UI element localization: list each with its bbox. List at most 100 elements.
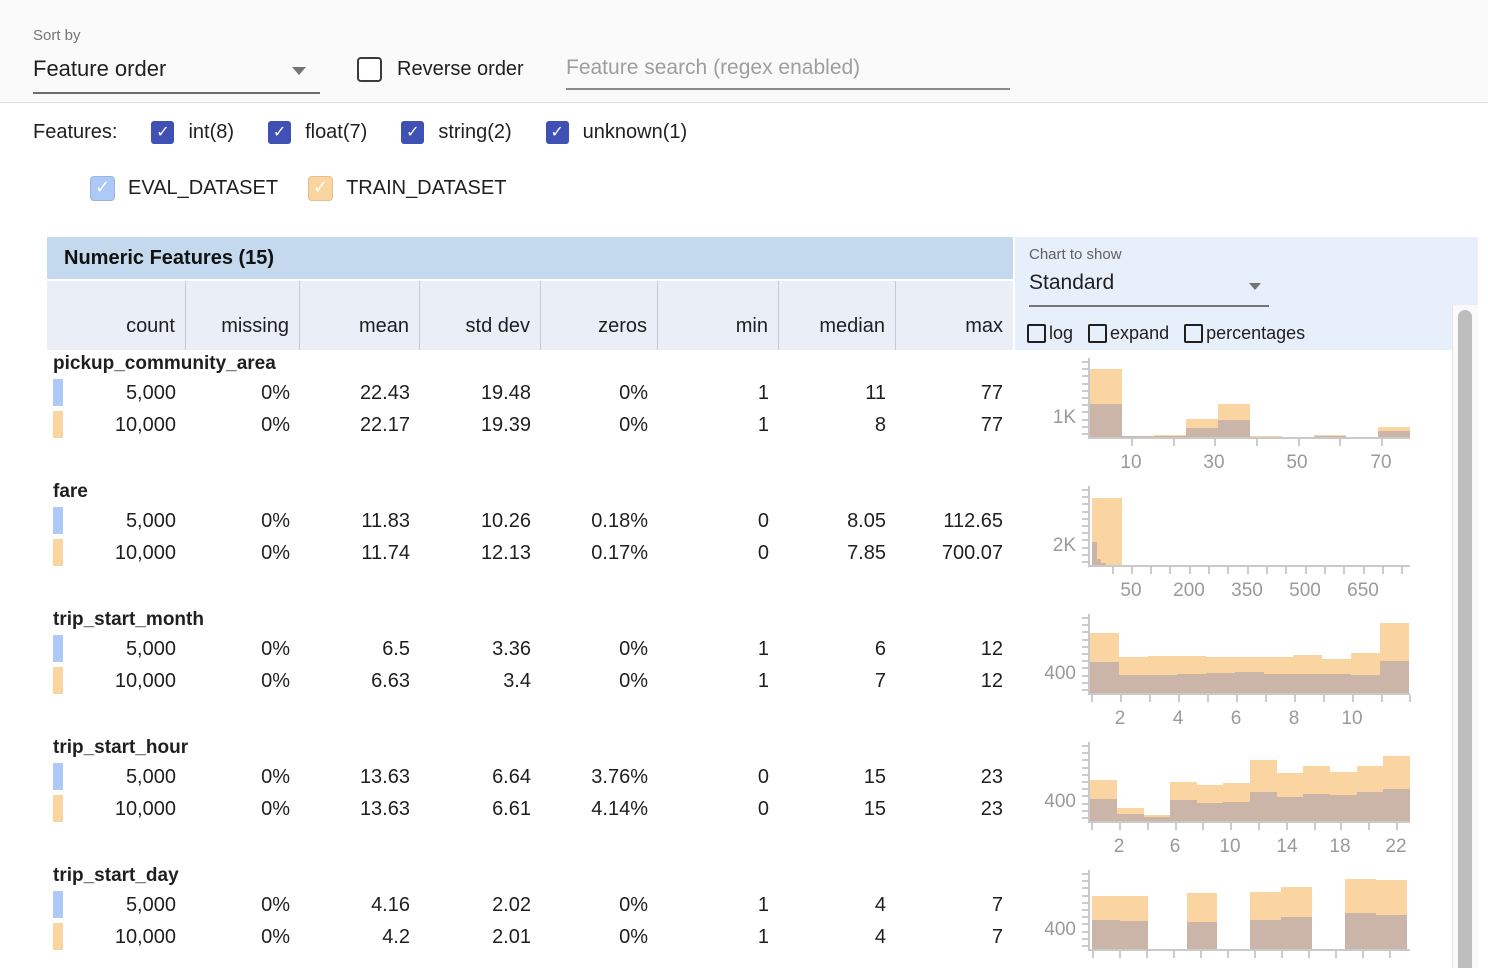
y-axis-tick [1082, 510, 1088, 513]
y-axis-tick [1082, 887, 1088, 890]
x-axis-tick [1207, 695, 1209, 702]
column-header-missing: missing [186, 281, 300, 350]
feature-search-input[interactable]: Feature search (regex enabled) [566, 50, 1010, 90]
y-axis-tick [1082, 653, 1088, 655]
type-filter-unknown1[interactable]: ✓ unknown(1) [545, 120, 687, 144]
checkbox-checked-icon: ✓ [545, 120, 569, 144]
sort-by-select[interactable]: Feature order [33, 50, 320, 94]
hist-bar-eval-overlap [1090, 661, 1119, 693]
x-axis-tick [1352, 695, 1354, 702]
stats-row-train: 10,000 0% 4.2 2.01 0% 1 4 7 [47, 921, 1013, 953]
hist-bar-eval-overlap [1206, 673, 1235, 693]
scrollbar-thumb[interactable] [1458, 310, 1472, 968]
stat-zeros: 0% [619, 926, 648, 948]
chart-toggle-log[interactable]: log [1027, 323, 1073, 344]
search-placeholder: Feature search (regex enabled) [566, 56, 861, 79]
stat-missing: 0% [261, 638, 290, 660]
x-tick-label: 8 [1288, 708, 1300, 729]
stat-count: 5,000 [47, 761, 186, 793]
chart-type-select[interactable]: Standard [1029, 269, 1269, 307]
stat-count: 10,000 [47, 409, 186, 441]
column-header-median: median [779, 281, 896, 350]
x-tick-label: 10 [1120, 452, 1142, 473]
hist-bar-eval-overlap [1092, 542, 1097, 565]
y-axis-label: 2K [1052, 535, 1076, 556]
x-axis-tick [1294, 695, 1296, 702]
chart-toggle-group: log expand percentages [1027, 323, 1320, 344]
y-axis-tick [1082, 361, 1088, 363]
dataset-color-swatch [53, 667, 63, 694]
hist-bar-eval-overlap [1250, 920, 1281, 949]
feature-name: trip_start_month [53, 609, 204, 630]
stat-median: 4 [874, 926, 886, 948]
stat-median: 4 [874, 894, 886, 916]
hist-bar-eval-overlap [1122, 436, 1154, 437]
y-axis-label: 400 [1044, 663, 1076, 684]
x-tick-label: 10 [1219, 836, 1241, 857]
numeric-features-header: Numeric Features (15) [47, 237, 1013, 279]
hist-bar-eval-overlap [1345, 913, 1376, 949]
dataset-color-swatch [53, 635, 63, 662]
hist-bar-eval-overlap [1235, 671, 1264, 693]
type-filter-int8[interactable]: ✓ int(8) [151, 120, 234, 144]
dataset-color-swatch [53, 411, 63, 438]
x-tick-label: 70 [1370, 452, 1392, 473]
y-axis-tick [1082, 389, 1088, 392]
column-header-mean: mean [300, 281, 420, 350]
reverse-order-label: Reverse order [397, 58, 524, 80]
x-axis-tick [1119, 951, 1121, 958]
feature-name: trip_start_day [53, 865, 179, 886]
x-tick-label: 350 [1231, 580, 1263, 601]
stat-max: 12 [980, 638, 1003, 660]
x-axis-tick [1335, 951, 1337, 958]
chart-toggle-label: expand [1110, 323, 1170, 343]
stat-missing: 0% [261, 542, 290, 564]
y-axis-label: 400 [1044, 919, 1076, 940]
features-label: Features: [33, 120, 118, 143]
hist-bar-eval-overlap [1090, 403, 1122, 437]
stat-std dev: 3.4 [503, 670, 531, 692]
x-axis [1088, 693, 1410, 695]
stat-std dev: 3.36 [492, 638, 531, 660]
chevron-down-icon [292, 67, 306, 75]
y-axis [1088, 870, 1090, 951]
dataset-toggle-train_dataset[interactable]: ✓ TRAIN_DATASET [308, 175, 506, 201]
stat-mean: 22.43 [359, 382, 410, 404]
dataset-toggle-eval_dataset[interactable]: ✓ EVAL_DATASET [90, 175, 278, 201]
x-axis-tick [1092, 951, 1094, 958]
x-axis-tick [1227, 567, 1229, 574]
chevron-down-icon [1249, 283, 1261, 290]
chart-toggle-label: percentages [1206, 323, 1306, 343]
stat-median: 15 [863, 766, 886, 788]
x-axis-tick [1381, 695, 1383, 702]
hist-bar-eval-overlap [1378, 431, 1410, 437]
y-axis-tick [1082, 909, 1088, 911]
y-axis-tick [1082, 532, 1088, 535]
hist-bar-eval-overlap [1322, 674, 1351, 693]
reverse-order-checkbox[interactable]: Reverse order [357, 57, 524, 82]
stat-mean: 13.63 [359, 766, 410, 788]
stat-max: 23 [980, 766, 1003, 788]
stat-missing: 0% [261, 894, 290, 916]
hist-bar-train [1092, 498, 1122, 565]
histogram-trip_start_month: 2 4 6 8 10 400 [1044, 614, 1411, 729]
y-axis-tick [1082, 397, 1088, 399]
y-axis-tick [1082, 553, 1088, 556]
type-filter-float7[interactable]: ✓ float(7) [268, 120, 367, 144]
x-tick-label: 22 [1385, 836, 1407, 857]
x-axis-tick [1202, 823, 1204, 830]
numeric-features-title: Numeric Features (15) [64, 246, 275, 269]
type-filter-string2[interactable]: ✓ string(2) [401, 120, 512, 144]
stat-median: 7 [874, 670, 886, 692]
stat-std dev: 6.64 [492, 766, 531, 788]
x-axis-tick [1286, 823, 1288, 830]
feature-block-trip_start_day: trip_start_day 5,000 0% 4.16 2.02 0% 1 4 7 10,000… [0, 862, 1488, 968]
y-axis-tick [1082, 674, 1088, 677]
hist-bar-eval-overlap [1119, 675, 1148, 693]
chart-toggle-percentages[interactable]: percentages [1184, 323, 1305, 344]
stats-column-header: count missing mean std dev zeros min median max [47, 279, 1013, 350]
chart-toggle-expand[interactable]: expand [1088, 323, 1169, 344]
y-axis [1088, 486, 1090, 567]
y-axis-tick [1082, 546, 1088, 549]
y-axis-tick [1082, 517, 1088, 520]
